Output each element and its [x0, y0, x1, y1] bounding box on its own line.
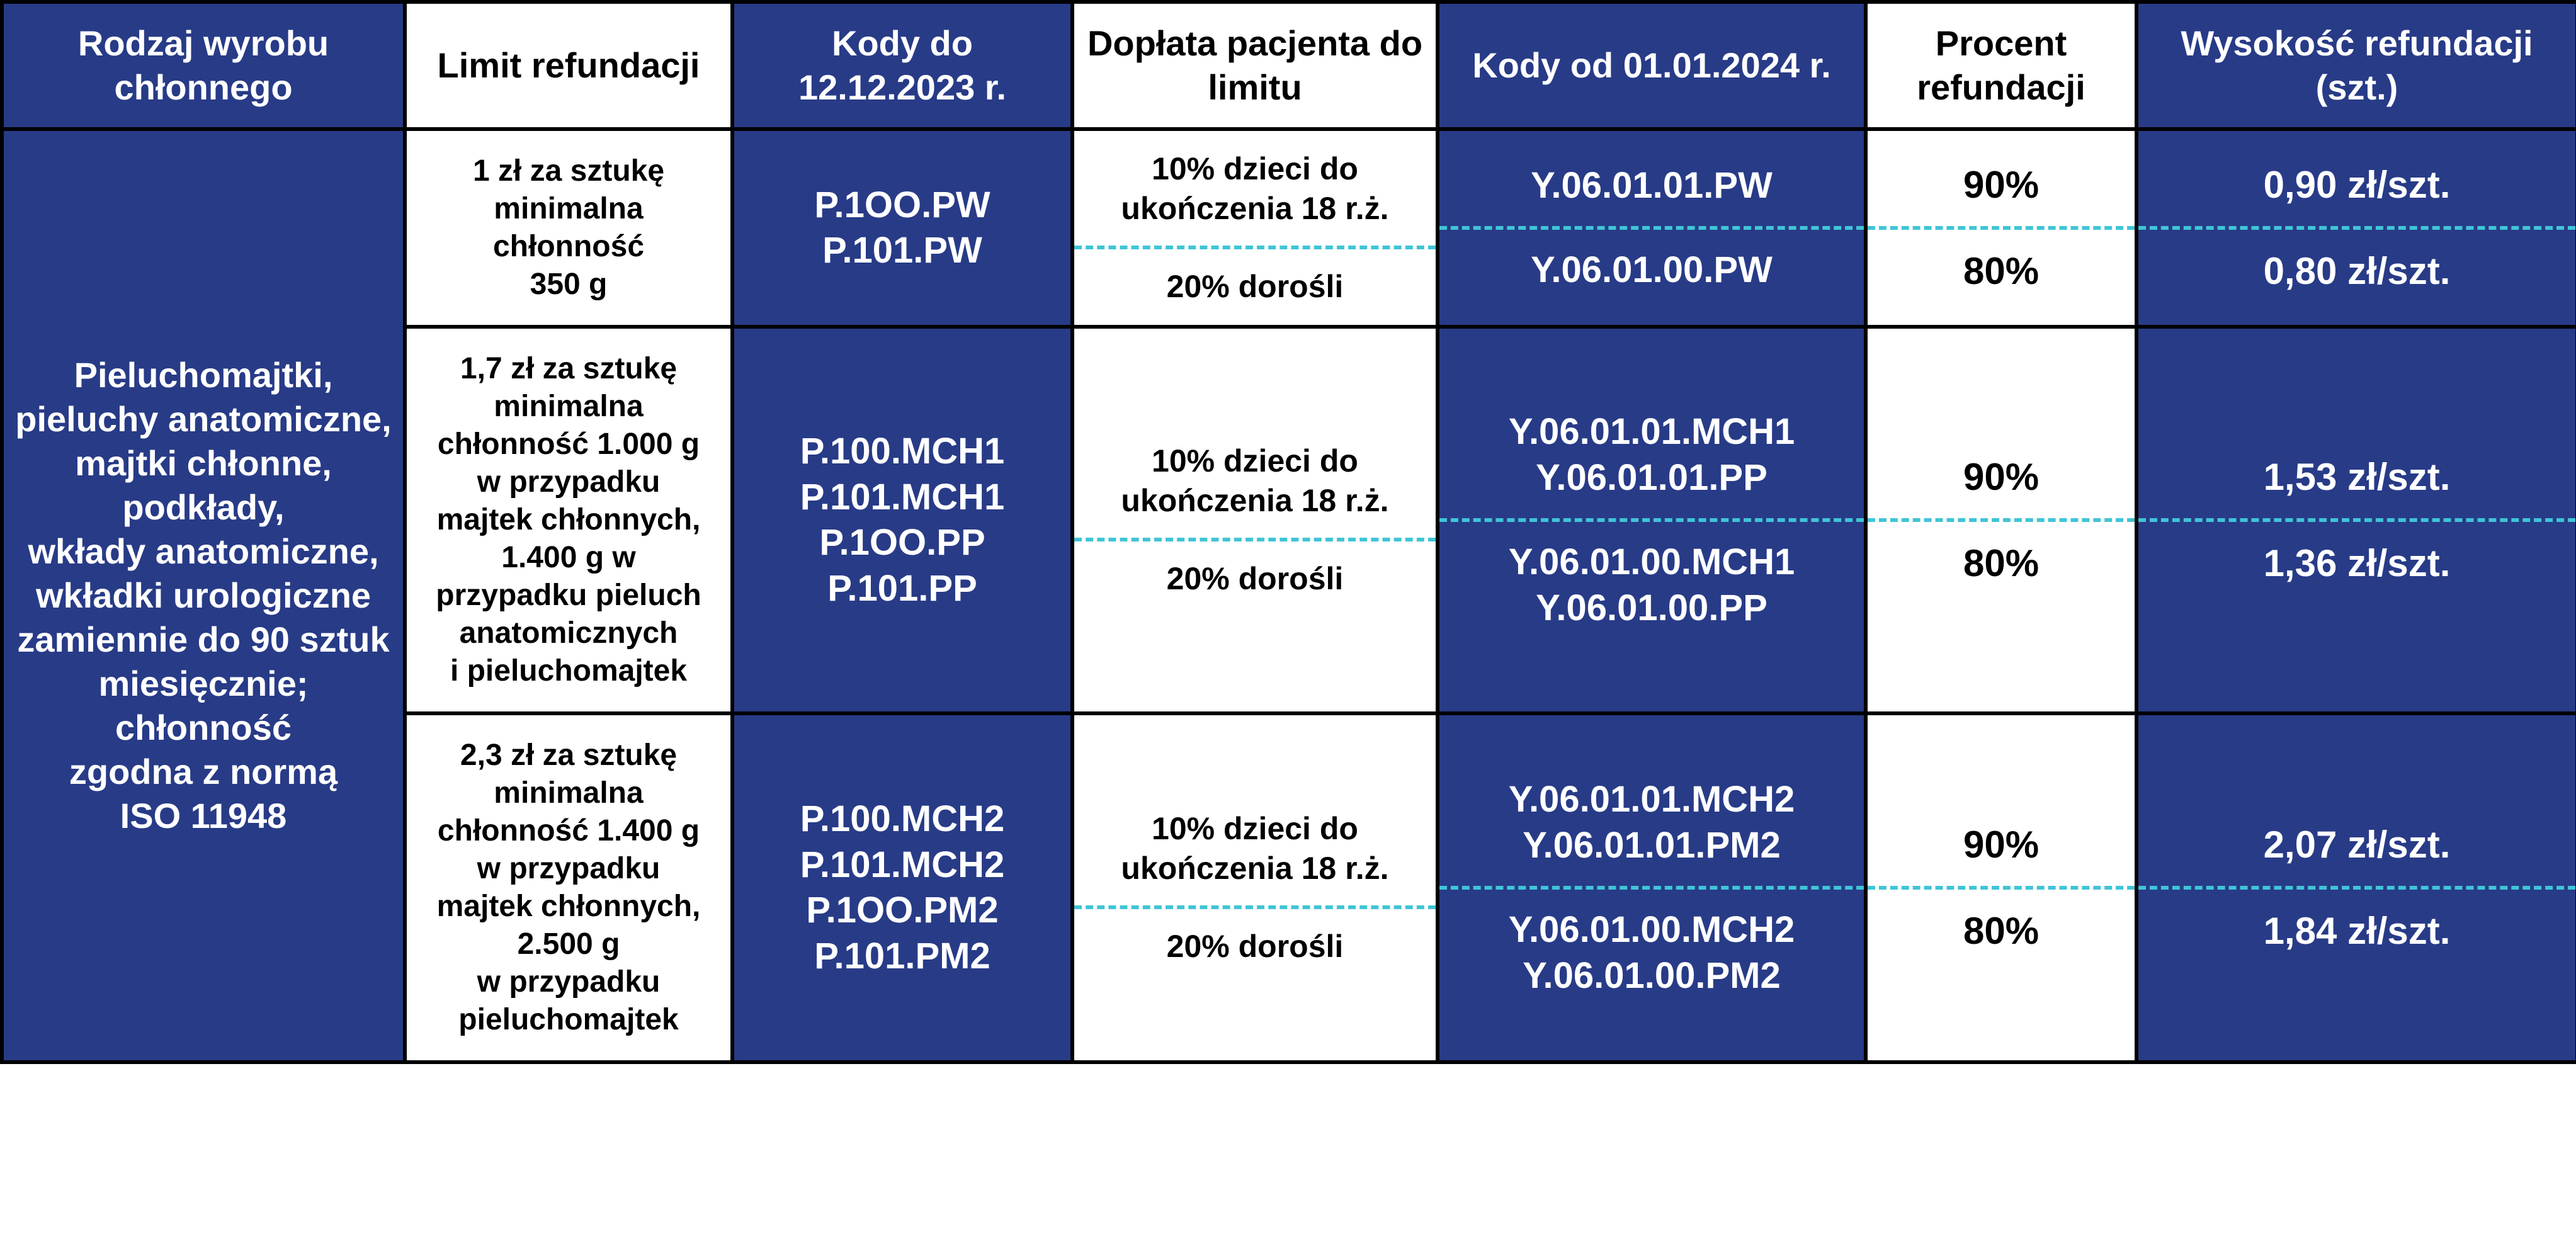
header-refund-amount: Wysokość refundacji (szt.): [2136, 2, 2576, 129]
header-patient-copay: Dopłata pacjenta do limitu: [1072, 2, 1438, 129]
copay-children: 10% dzieci do ukończenia 18 r.ż.: [1074, 791, 1436, 907]
copay-adults: 20% dorośli: [1074, 247, 1436, 324]
header-refund-percent: Procent refundacji: [1866, 2, 2136, 129]
cell-codes-old: P.1OO.PW P.101.PW: [732, 129, 1072, 327]
copay-adults: 20% dorośli: [1074, 540, 1436, 616]
cell-copay: 10% dzieci do ukończenia 18 r.ż.20% doro…: [1072, 713, 1438, 1062]
cell-amount: 1,53 zł/szt.1,36 zł/szt.: [2136, 327, 2576, 713]
amount-adults: 1,36 zł/szt.: [2138, 520, 2575, 604]
refund-table-wrapper: Rodzaj wyrobu chłonnego Limit refundacji…: [0, 0, 2576, 1064]
cell-codes-new: Y.06.01.01.PWY.06.01.00.PW: [1438, 129, 1866, 327]
amount-adults: 1,84 zł/szt.: [2138, 888, 2575, 972]
cell-percent: 90%80%: [1866, 713, 2136, 1062]
codes-new-children: Y.06.01.01.MCH1 Y.06.01.01.PP: [1439, 392, 1864, 520]
percent-adults: 80%: [1868, 888, 2135, 972]
cell-percent: 90%80%: [1866, 327, 2136, 713]
copay-adults: 20% dorośli: [1074, 907, 1436, 984]
header-product-type: Rodzaj wyrobu chłonnego: [2, 2, 405, 129]
refund-table: Rodzaj wyrobu chłonnego Limit refundacji…: [0, 0, 2576, 1064]
cell-limit: 2,3 zł za sztukę minimalna chłonność 1.4…: [405, 713, 732, 1062]
row-header-product: Pieluchomajtki, pieluchy anatomiczne, ma…: [2, 129, 405, 1062]
codes-new-adults: Y.06.01.00.PW: [1439, 228, 1864, 311]
percent-adults: 80%: [1868, 520, 2135, 604]
cell-limit: 1 zł za sztukę minimalna chłonność 350 g: [405, 129, 732, 327]
amount-adults: 0,80 zł/szt.: [2138, 228, 2575, 312]
percent-adults: 80%: [1868, 228, 2135, 312]
codes-new-children: Y.06.01.01.PW: [1439, 145, 1864, 229]
cell-codes-old: P.100.MCH1 P.101.MCH1 P.1OO.PP P.101.PP: [732, 327, 1072, 713]
percent-children: 90%: [1868, 436, 2135, 520]
codes-new-adults: Y.06.01.00.MCH1 Y.06.01.00.PP: [1439, 520, 1864, 648]
percent-children: 90%: [1868, 803, 2135, 888]
copay-children: 10% dzieci do ukończenia 18 r.ż.: [1074, 424, 1436, 540]
cell-amount: 0,90 zł/szt.0,80 zł/szt.: [2136, 129, 2576, 327]
amount-children: 0,90 zł/szt.: [2138, 144, 2575, 228]
cell-amount: 2,07 zł/szt.1,84 zł/szt.: [2136, 713, 2576, 1062]
amount-children: 2,07 zł/szt.: [2138, 803, 2575, 888]
table-row: Pieluchomajtki, pieluchy anatomiczne, ma…: [2, 129, 2576, 327]
cell-percent: 90%80%: [1866, 129, 2136, 327]
cell-codes-new: Y.06.01.01.MCH1 Y.06.01.01.PPY.06.01.00.…: [1438, 327, 1866, 713]
cell-copay: 10% dzieci do ukończenia 18 r.ż.20% doro…: [1072, 129, 1438, 327]
codes-new-children: Y.06.01.01.MCH2 Y.06.01.01.PM2: [1439, 759, 1864, 888]
codes-new-adults: Y.06.01.00.MCH2 Y.06.01.00.PM2: [1439, 888, 1864, 1016]
cell-limit: 1,7 zł za sztukę minimalna chłonność 1.0…: [405, 327, 732, 713]
cell-copay: 10% dzieci do ukończenia 18 r.ż.20% doro…: [1072, 327, 1438, 713]
header-codes-from: Kody od 01.01.2024 r.: [1438, 2, 1866, 129]
header-row: Rodzaj wyrobu chłonnego Limit refundacji…: [2, 2, 2576, 129]
copay-children: 10% dzieci do ukończenia 18 r.ż.: [1074, 132, 1436, 247]
header-refund-limit: Limit refundacji: [405, 2, 732, 129]
amount-children: 1,53 zł/szt.: [2138, 436, 2575, 520]
cell-codes-new: Y.06.01.01.MCH2 Y.06.01.01.PM2Y.06.01.00…: [1438, 713, 1866, 1062]
header-codes-until: Kody do 12.12.2023 r.: [732, 2, 1072, 129]
percent-children: 90%: [1868, 144, 2135, 228]
cell-codes-old: P.100.MCH2 P.101.MCH2 P.1OO.PM2 P.101.PM…: [732, 713, 1072, 1062]
